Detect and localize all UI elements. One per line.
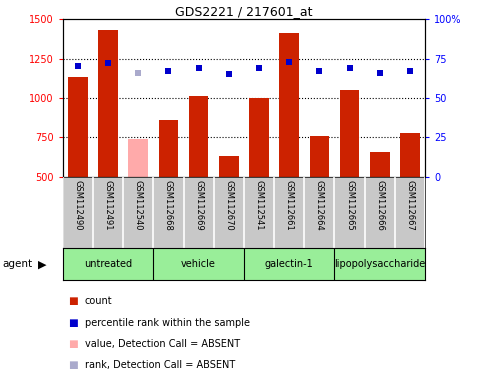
Bar xyxy=(189,96,209,177)
Text: GSM112541: GSM112541 xyxy=(255,180,264,231)
Bar xyxy=(340,90,359,177)
Text: GSM112670: GSM112670 xyxy=(224,180,233,231)
Text: GSM112491: GSM112491 xyxy=(103,180,113,231)
Bar xyxy=(68,78,88,177)
Text: agent: agent xyxy=(2,259,32,269)
Text: percentile rank within the sample: percentile rank within the sample xyxy=(85,318,250,328)
Bar xyxy=(128,139,148,177)
Text: GSM112669: GSM112669 xyxy=(194,180,203,231)
Text: vehicle: vehicle xyxy=(181,259,216,269)
Text: galectin-1: galectin-1 xyxy=(265,259,313,269)
Bar xyxy=(219,156,239,177)
Text: ■: ■ xyxy=(68,360,77,370)
Text: GSM112667: GSM112667 xyxy=(405,180,414,231)
Text: ▶: ▶ xyxy=(38,259,46,269)
Text: GSM112664: GSM112664 xyxy=(315,180,324,231)
Bar xyxy=(98,30,118,177)
Text: value, Detection Call = ABSENT: value, Detection Call = ABSENT xyxy=(85,339,240,349)
Text: rank, Detection Call = ABSENT: rank, Detection Call = ABSENT xyxy=(85,360,235,370)
Text: GSM112540: GSM112540 xyxy=(134,180,143,231)
Bar xyxy=(400,133,420,177)
Text: GSM112666: GSM112666 xyxy=(375,180,384,231)
Title: GDS2221 / 217601_at: GDS2221 / 217601_at xyxy=(175,5,313,18)
Text: untreated: untreated xyxy=(84,259,132,269)
Text: GSM112661: GSM112661 xyxy=(284,180,294,231)
Text: ■: ■ xyxy=(68,339,77,349)
Text: GSM112668: GSM112668 xyxy=(164,180,173,231)
Bar xyxy=(310,136,329,177)
Bar xyxy=(249,98,269,177)
Bar xyxy=(370,152,390,177)
Text: count: count xyxy=(85,296,112,306)
Text: ■: ■ xyxy=(68,318,77,328)
Text: ■: ■ xyxy=(68,296,77,306)
Text: GSM112665: GSM112665 xyxy=(345,180,354,231)
Text: lipopolysaccharide: lipopolysaccharide xyxy=(334,259,426,269)
Text: GSM112490: GSM112490 xyxy=(73,180,83,231)
Bar xyxy=(158,120,178,177)
Bar xyxy=(279,33,299,177)
